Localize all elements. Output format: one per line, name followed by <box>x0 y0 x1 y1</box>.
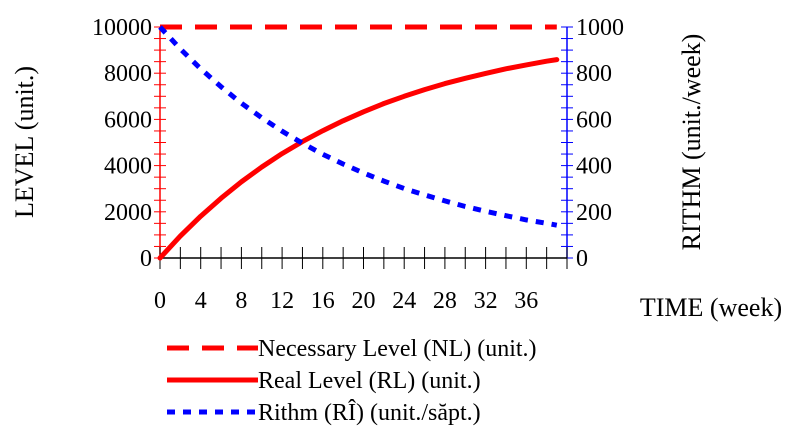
left-y-tick-label: 10000 <box>92 15 152 41</box>
right-y-axis-tick-labels: 0 200 400 600 800 1000 <box>576 15 624 272</box>
x-tick-label: 20 <box>352 288 376 314</box>
x-tick-label: 32 <box>474 288 498 314</box>
x-tick-label: 16 <box>311 288 335 314</box>
legend-label-real-level: Real Level (RL) (unit.) <box>258 368 481 394</box>
left-y-tick-label: 0 <box>140 246 152 272</box>
x-tick-label: 0 <box>154 288 166 314</box>
left-y-axis-tick-labels: 0 2000 4000 6000 8000 10000 <box>92 15 152 272</box>
x-tick-label: 28 <box>433 288 457 314</box>
left-y-tick-label: 6000 <box>104 107 152 133</box>
legend-label-rithm: Rithm (RÎ) (unit./săpt.) <box>258 400 481 426</box>
right-y-tick-label: 0 <box>576 246 588 272</box>
x-axis-tick-labels: 0 4 8 12 16 20 24 28 32 36 <box>154 288 538 314</box>
x-tick-label: 24 <box>392 288 416 314</box>
x-axis-ticks <box>159 247 568 269</box>
legend: Necessary Level (NL) (unit.) Real Level (… <box>167 336 537 426</box>
x-axis-title: TIME (week) <box>640 293 782 322</box>
series-layer <box>157 24 560 261</box>
right-y-axis-ticks <box>561 26 573 259</box>
right-axis-title: RITHM (unit./week) <box>677 34 706 251</box>
left-y-tick-label: 2000 <box>104 200 152 226</box>
right-y-tick-label: 200 <box>576 200 612 226</box>
series-rithm-line <box>158 25 558 228</box>
right-y-tick-label: 800 <box>576 61 612 87</box>
x-tick-label: 4 <box>195 288 207 314</box>
series-real-level-line <box>157 57 560 261</box>
left-axis-title: LEVEL (unit.) <box>10 66 39 218</box>
right-y-tick-label: 1000 <box>576 15 624 41</box>
left-y-tick-label: 4000 <box>104 154 152 180</box>
x-tick-label: 36 <box>514 288 538 314</box>
x-tick-label: 12 <box>270 288 294 314</box>
right-y-tick-label: 600 <box>576 107 612 133</box>
legend-label-necessary-level: Necessary Level (NL) (unit.) <box>258 336 537 362</box>
x-tick-label: 8 <box>235 288 247 314</box>
left-y-tick-label: 8000 <box>104 61 152 87</box>
right-y-tick-label: 400 <box>576 154 612 180</box>
left-y-axis-ticks <box>154 26 166 259</box>
